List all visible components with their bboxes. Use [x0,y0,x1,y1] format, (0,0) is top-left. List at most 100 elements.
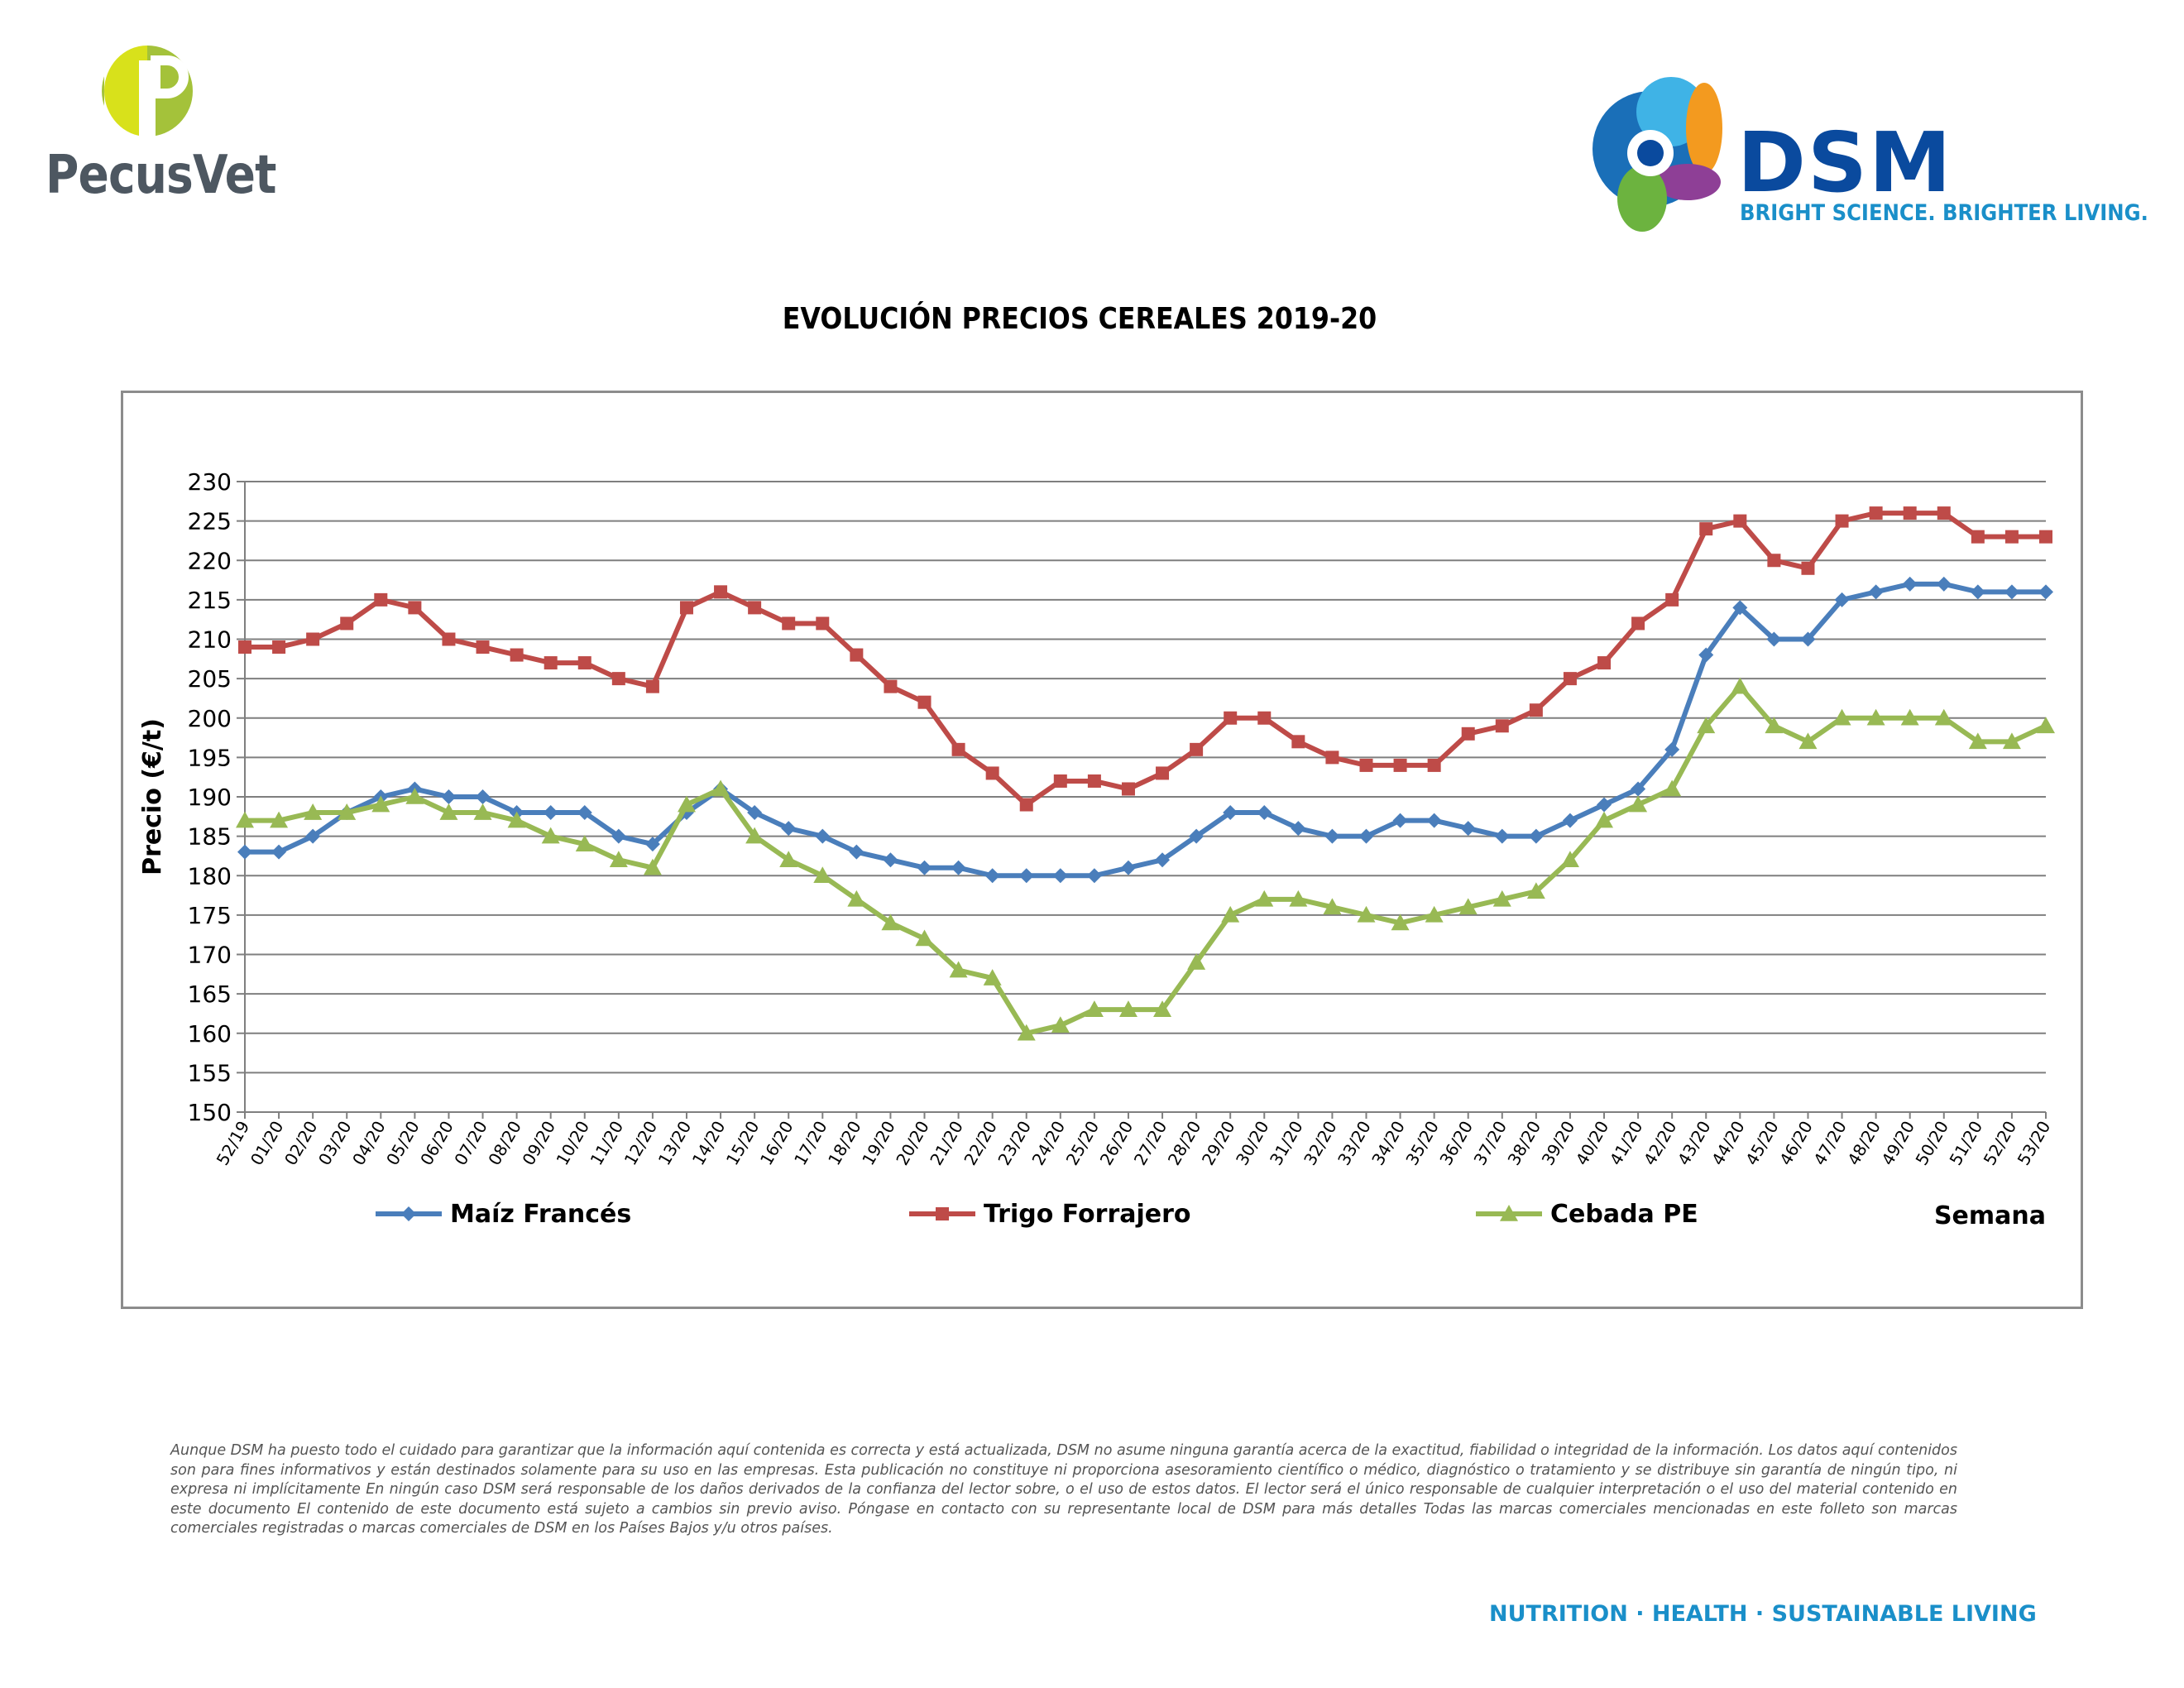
data-point [611,672,625,686]
data-point [543,805,558,821]
data-point [1323,898,1342,915]
x-tick-label: 53/20 [2014,1118,2055,1169]
y-tick-label: 180 [188,862,232,890]
y-tick-label: 160 [188,1020,232,1048]
data-point [1937,506,1951,520]
x-tick-label: 22/20 [960,1118,1001,1169]
x-tick-label: 03/20 [314,1118,356,1169]
x-tick-label: 04/20 [348,1118,390,1169]
data-point [544,656,558,670]
y-tick-label: 230 [188,468,232,496]
data-point [541,827,560,844]
data-point [643,858,662,875]
data-point [644,837,660,852]
x-tick-label: 48/20 [1843,1118,1885,1169]
data-point [1223,805,1238,821]
x-tick-label: 19/20 [858,1118,899,1169]
data-point [1697,717,1716,734]
data-point [1427,758,1441,772]
data-point [1189,828,1205,844]
data-point [1900,708,1919,726]
data-point [1257,711,1272,725]
x-axis-label: Semana [1934,1201,2046,1230]
disclaimer-text: Aunque DSM ha puesto todo el cuidado par… [170,1442,1957,1537]
data-point [1190,742,1204,756]
data-point [374,592,388,607]
pecusvet-logo: PecusVet [46,46,276,219]
y-tick-label: 175 [188,902,232,929]
data-point [1766,631,1782,647]
data-point [915,929,934,947]
data-point [714,585,728,599]
x-tick-label: 41/20 [1606,1118,1647,1169]
data-point [1866,708,1885,726]
data-point [1903,506,1917,520]
data-point [1461,727,1475,741]
x-tick-label: 15/20 [722,1118,764,1169]
data-point [949,961,968,978]
x-tick-label: 16/20 [756,1118,797,1169]
data-point [1732,600,1748,616]
data-point [813,866,832,884]
legend-label: Maíz Francés [450,1200,631,1229]
data-point [1699,522,1713,536]
data-point [1664,741,1680,757]
series-line [245,683,2048,1036]
data-point [1120,860,1136,875]
data-point [1494,828,1510,844]
pecusvet-p-icon [102,46,193,137]
y-tick-label: 185 [188,823,232,851]
data-point [1834,592,1850,607]
data-point [2037,717,2055,734]
data-point [1052,868,1068,884]
data-point [1224,711,1238,725]
data-point [745,827,764,844]
data-point [917,695,932,709]
x-tick-label: 07/20 [450,1118,491,1169]
data-point [270,811,289,828]
x-tick-label: 17/20 [790,1118,831,1169]
x-tick-label: 24/20 [1028,1118,1070,1169]
data-point [747,805,763,821]
data-point [1971,530,1985,544]
data-point [575,835,594,851]
data-point [1359,758,1373,772]
data-point [884,679,898,693]
data-point [340,616,354,631]
data-point [238,640,251,655]
data-point [1698,647,1714,663]
data-point [1255,890,1274,907]
data-point [1325,750,1339,765]
data-point [271,844,287,860]
data-point [1902,576,1918,592]
x-tick-label: 14/20 [688,1118,730,1169]
data-point [1934,708,1953,726]
data-point [883,852,898,868]
x-tick-label: 12/20 [620,1118,662,1169]
data-point [1018,868,1034,884]
y-tick-label: 170 [188,942,232,969]
data-point [1221,905,1240,923]
x-tick-label: 42/20 [1640,1118,1681,1169]
dsm-wordmark: DSM [1737,114,1953,211]
data-point [475,789,491,804]
dsm-logo: DSM BRIGHT SCIENCE. BRIGHTER LIVING. [1572,66,2148,248]
data-point [442,632,456,646]
x-tick-label: 33/20 [1334,1118,1375,1169]
data-point [1968,732,1987,750]
data-point [1085,1000,1104,1017]
data-point [985,766,999,780]
data-point [1393,758,1407,772]
data-point [577,805,592,821]
x-tick-label: 37/20 [1470,1118,1511,1169]
data-point [441,789,457,804]
line-chart: 150 155 160 165 170 175 180 185 190 195 200 205 210 2… [138,468,2055,1230]
data-point [951,742,965,756]
y-tick-label: 225 [188,508,232,535]
data-point [1460,821,1476,837]
data-point [1562,813,1578,828]
data-point [405,788,424,804]
dsm-swirl-icon [1592,77,1722,232]
x-tick-label: 10/20 [552,1118,593,1169]
data-point [510,648,524,662]
